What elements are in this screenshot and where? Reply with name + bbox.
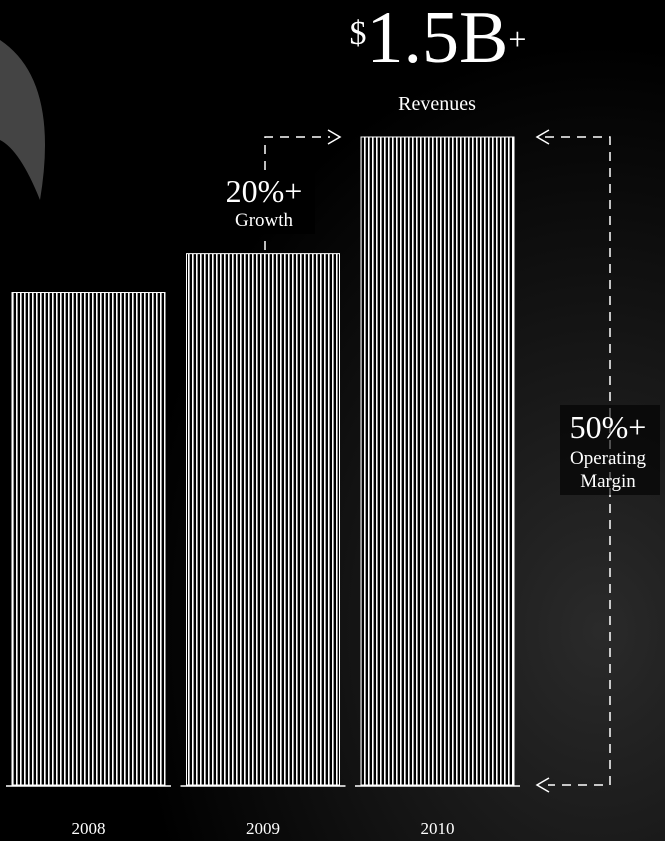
margin-label: Operating (570, 448, 646, 469)
x-tick-label: 2010 (421, 819, 455, 838)
bar (360, 136, 515, 786)
bar (11, 292, 166, 786)
x-tick-label: 2009 (246, 819, 280, 838)
headline-label: Revenues (398, 93, 476, 115)
growth-value: 20%+ (226, 173, 303, 209)
margin-value: 50%+ (570, 409, 647, 445)
headline: $1.5B+ (350, 0, 527, 79)
arrow-head (535, 129, 550, 145)
bar (186, 253, 340, 786)
arrow-head (327, 129, 342, 145)
plot: 2008 2009 2010 (6, 136, 520, 838)
label-backdrop (215, 172, 315, 234)
headline-suffix: + (508, 21, 526, 57)
background-photo (0, 40, 45, 200)
label-backdrop (560, 405, 660, 495)
headline-amount: 1.5B (367, 0, 509, 79)
x-tick-label: 2008 (72, 819, 106, 838)
headline-currency: $ (350, 15, 367, 52)
arrow-head (535, 777, 550, 793)
growth-label: Growth (235, 210, 294, 231)
margin-label: Margin (580, 471, 636, 492)
